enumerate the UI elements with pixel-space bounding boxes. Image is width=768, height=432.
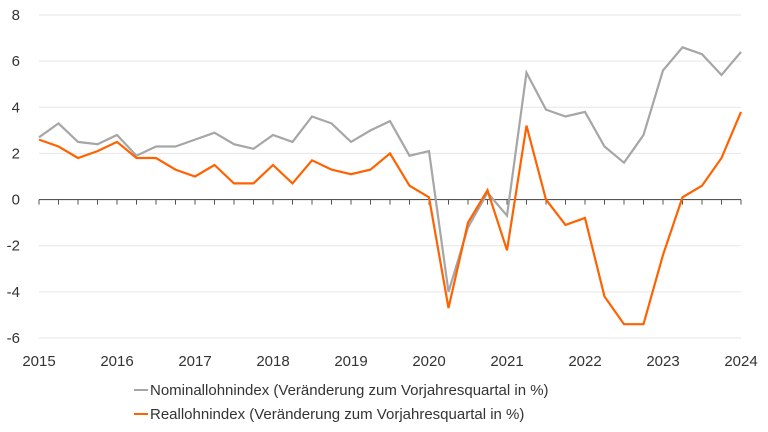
x-tick-label: 2022 — [568, 353, 601, 370]
x-tick-label: 2017 — [178, 353, 211, 370]
y-tick-label: 8 — [12, 7, 20, 24]
x-tick-label: 2020 — [412, 353, 445, 370]
y-tick-label: 4 — [12, 99, 20, 116]
gridlines — [39, 14, 741, 339]
y-tick-label: 2 — [12, 145, 20, 162]
y-tick-label: -2 — [7, 238, 20, 255]
series-line-real — [38, 111, 743, 326]
y-axis-ticks: 8 6 4 2 0 -2 -4 -6 — [7, 7, 20, 347]
legend-label-real: Reallohnindex (Veränderung zum Vorjahres… — [150, 405, 525, 423]
series-line-nominal — [38, 46, 742, 293]
x-tick-label: 2018 — [256, 353, 289, 370]
x-tick-label: 2021 — [490, 353, 523, 370]
x-tick-label: 2023 — [646, 353, 679, 370]
x-tick-label: 2015 — [22, 353, 55, 370]
y-tick-label: -6 — [7, 330, 20, 347]
legend-item-real: Reallohnindex (Veränderung zum Vorjahres… — [134, 402, 549, 426]
legend-swatch-nominal — [134, 389, 148, 391]
legend-label-nominal: Nominallohnindex (Veränderung zum Vorjah… — [150, 381, 549, 399]
y-tick-label: -4 — [7, 284, 20, 301]
legend-swatch-real — [134, 413, 148, 415]
legend: Nominallohnindex (Veränderung zum Vorjah… — [134, 378, 549, 426]
x-axis-ticks: 2015 2016 2017 2018 2019 2020 2021 2022 2023 2024 — [22, 353, 757, 370]
y-tick-label: 0 — [12, 192, 20, 209]
zero-axis — [38, 198, 742, 205]
x-tick-label: 2019 — [334, 353, 367, 370]
x-tick-label: 2016 — [100, 353, 133, 370]
legend-item-nominal: Nominallohnindex (Veränderung zum Vorjah… — [134, 378, 549, 402]
series-lines — [38, 46, 743, 326]
y-tick-label: 6 — [12, 53, 20, 70]
x-tick-label: 2024 — [724, 353, 757, 370]
line-chart: 8 6 4 2 0 -2 -4 -6 2015 2016 2017 2018 2019 2020 2021… — [7, 7, 758, 370]
